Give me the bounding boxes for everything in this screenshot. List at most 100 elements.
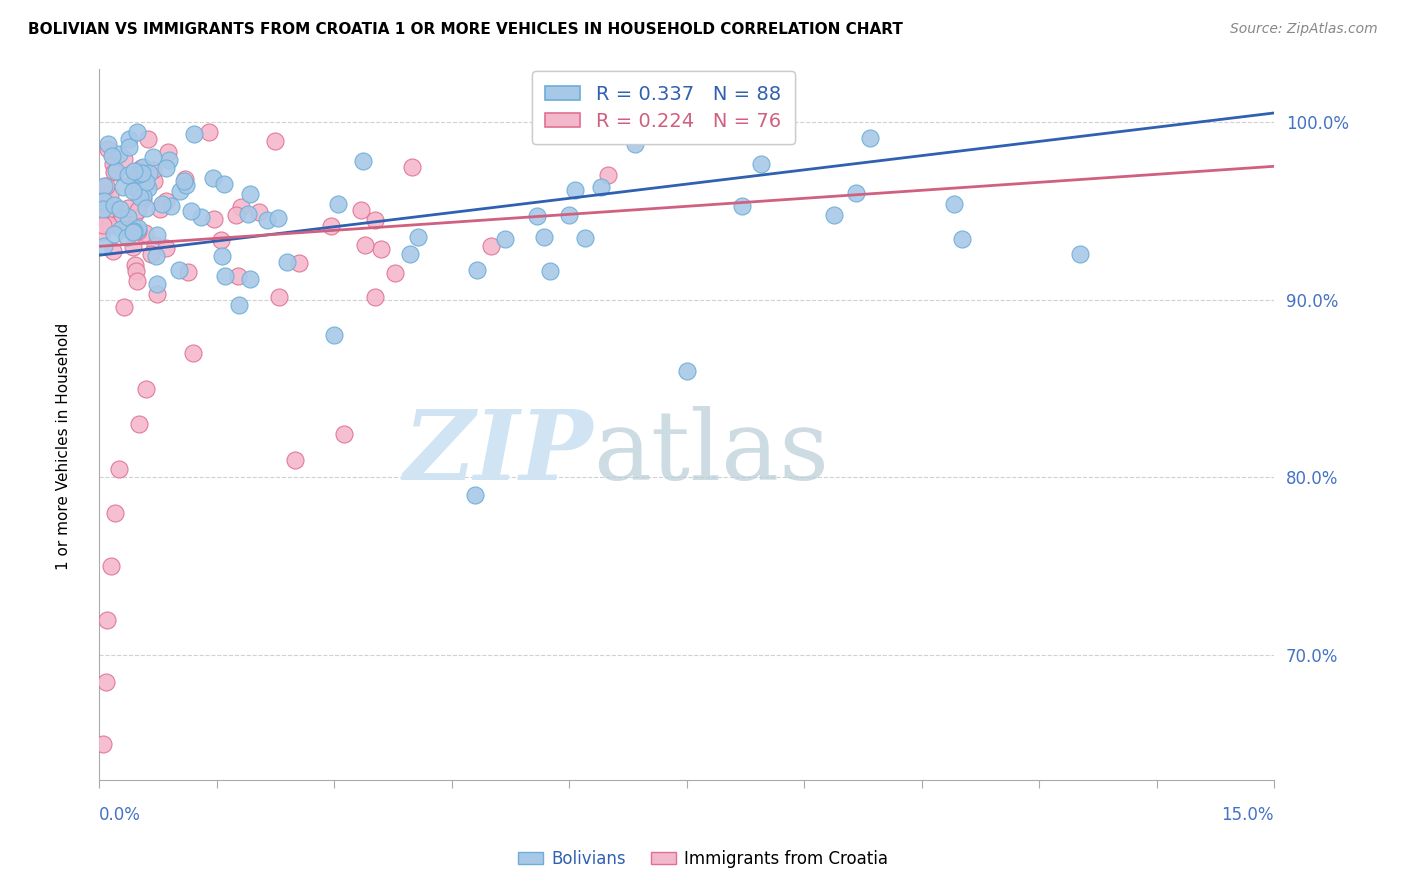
Point — [155, 241, 177, 255]
Legend: Bolivians, Immigrants from Croatia: Bolivians, Immigrants from Croatia — [512, 844, 894, 875]
Legend: R = 0.337   N = 88, R = 0.224   N = 76: R = 0.337 N = 88, R = 0.224 N = 76 — [531, 71, 794, 145]
Point — [127, 202, 149, 217]
Point — [103, 227, 125, 242]
Point — [176, 178, 198, 192]
Point — [675, 364, 697, 378]
Point — [180, 203, 202, 218]
Point — [202, 212, 225, 227]
Point — [111, 207, 134, 221]
Point — [117, 210, 139, 224]
Point — [276, 255, 298, 269]
Point — [134, 226, 156, 240]
Point — [173, 174, 195, 188]
Point — [90, 186, 112, 201]
Point — [267, 211, 290, 225]
Point — [111, 179, 134, 194]
Point — [141, 246, 163, 260]
Point — [96, 613, 118, 627]
Point — [247, 205, 270, 219]
Point — [823, 209, 845, 223]
Point — [288, 256, 311, 270]
Point — [212, 178, 235, 192]
Point — [108, 461, 131, 475]
Point — [101, 157, 124, 171]
Point — [177, 265, 200, 279]
Point — [93, 239, 115, 253]
Point — [494, 232, 516, 246]
Point — [100, 559, 122, 574]
Point — [91, 219, 114, 233]
Point — [564, 183, 586, 197]
Point — [465, 263, 488, 277]
Point — [103, 164, 125, 178]
Text: 15.0%: 15.0% — [1222, 806, 1274, 824]
Point — [132, 192, 155, 206]
Point — [125, 223, 148, 237]
Point — [942, 197, 965, 211]
Point — [136, 181, 159, 195]
Point — [100, 218, 122, 232]
Point — [135, 382, 157, 396]
Point — [132, 160, 155, 174]
Point — [118, 132, 141, 146]
Point — [128, 167, 150, 181]
Point — [169, 184, 191, 198]
Point — [104, 164, 127, 178]
Point — [350, 202, 373, 217]
Point — [401, 160, 423, 174]
Point — [112, 153, 135, 167]
Point — [167, 262, 190, 277]
Point — [183, 346, 205, 360]
Point — [950, 232, 973, 246]
Point — [122, 225, 145, 239]
Point — [142, 162, 165, 177]
Point — [142, 174, 165, 188]
Point — [146, 228, 169, 243]
Point — [598, 168, 620, 182]
Point — [384, 266, 406, 280]
Point — [142, 150, 165, 164]
Text: atlas: atlas — [593, 406, 828, 500]
Point — [239, 187, 262, 202]
Point — [574, 231, 596, 245]
Point — [157, 153, 180, 167]
Point — [128, 164, 150, 178]
Point — [129, 190, 152, 204]
Point — [533, 229, 555, 244]
Point — [624, 136, 647, 151]
Point — [122, 224, 145, 238]
Point — [364, 213, 387, 227]
Point — [135, 201, 157, 215]
Point — [114, 300, 136, 314]
Point — [370, 243, 392, 257]
Point — [127, 225, 149, 239]
Point — [558, 208, 581, 222]
Point — [228, 298, 250, 312]
Point — [91, 737, 114, 751]
Point — [93, 186, 115, 200]
Point — [267, 290, 290, 304]
Point — [363, 290, 385, 304]
Point — [149, 202, 172, 216]
Point — [129, 161, 152, 176]
Point — [101, 244, 124, 258]
Point — [730, 199, 752, 213]
Point — [174, 171, 197, 186]
Point — [408, 230, 430, 244]
Point — [183, 127, 205, 141]
Point — [124, 264, 146, 278]
Point — [859, 131, 882, 145]
Point — [124, 207, 146, 221]
Point — [135, 175, 157, 189]
Point — [122, 240, 145, 254]
Point — [128, 417, 150, 431]
Point — [211, 249, 233, 263]
Point — [124, 258, 146, 272]
Point — [117, 168, 139, 182]
Point — [225, 207, 247, 221]
Point — [155, 194, 177, 208]
Point — [124, 180, 146, 194]
Point — [198, 125, 221, 139]
Text: 0.0%: 0.0% — [100, 806, 141, 824]
Point — [145, 249, 167, 263]
